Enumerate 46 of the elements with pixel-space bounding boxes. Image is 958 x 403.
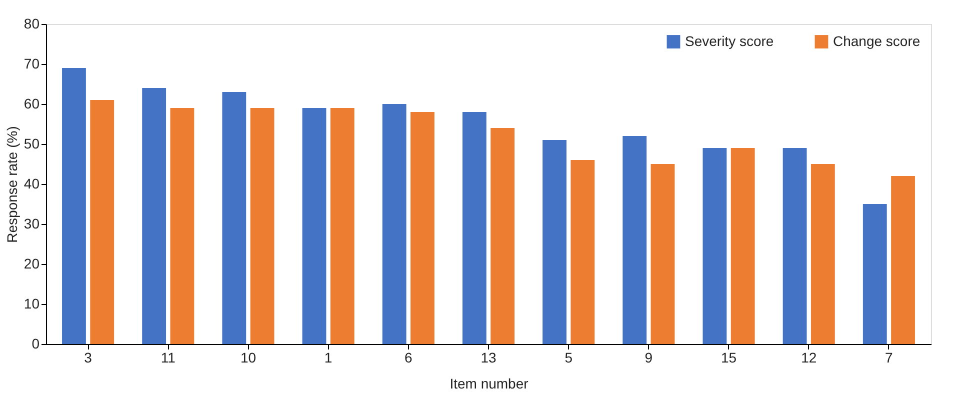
x-tick-label: 11 [160,350,176,366]
bar [410,112,434,344]
y-tick-label: 70 [24,56,40,72]
bar [542,140,566,344]
bar [302,108,326,344]
legend-label: Severity score [685,32,774,49]
bar [862,204,887,344]
x-tick-label: 3 [84,350,92,366]
bar [62,68,86,344]
legend-label: Change score [833,32,920,49]
bar [702,148,727,344]
bar [142,88,166,344]
x-tick-label: 1 [324,350,332,366]
y-tick-label: 40 [24,176,40,192]
y-axis-title: Response rate (%) [4,126,20,243]
bar [250,108,274,344]
bar [810,164,835,344]
x-tick-label: 5 [564,350,573,366]
x-axis-title: Item number [450,376,529,392]
bar [730,148,755,344]
y-tick-label: 30 [24,216,40,232]
bar [490,128,515,344]
y-tick-label: 50 [24,136,40,152]
y-tick-label: 20 [24,256,40,272]
x-tick-label: 7 [885,350,894,366]
bar [650,164,675,344]
bar [570,160,595,344]
bar [782,148,807,344]
bar [382,104,406,344]
bar [462,112,486,344]
x-tick-label: 15 [720,350,737,366]
y-tick-label: 10 [24,296,40,312]
bar [622,136,647,344]
bar [222,92,246,344]
y-tick-label: 60 [24,96,40,112]
x-tick-label: 9 [644,350,653,366]
bar [90,100,114,344]
x-tick-label: 10 [240,350,256,366]
y-tick-label: 0 [32,336,40,352]
x-tick-label: 13 [480,350,496,366]
y-tick-label: 80 [24,16,40,32]
bar [891,176,915,344]
x-tick-label: 6 [404,350,413,366]
x-tick-label: 12 [801,350,817,366]
bar [170,108,194,344]
bar [330,108,354,344]
